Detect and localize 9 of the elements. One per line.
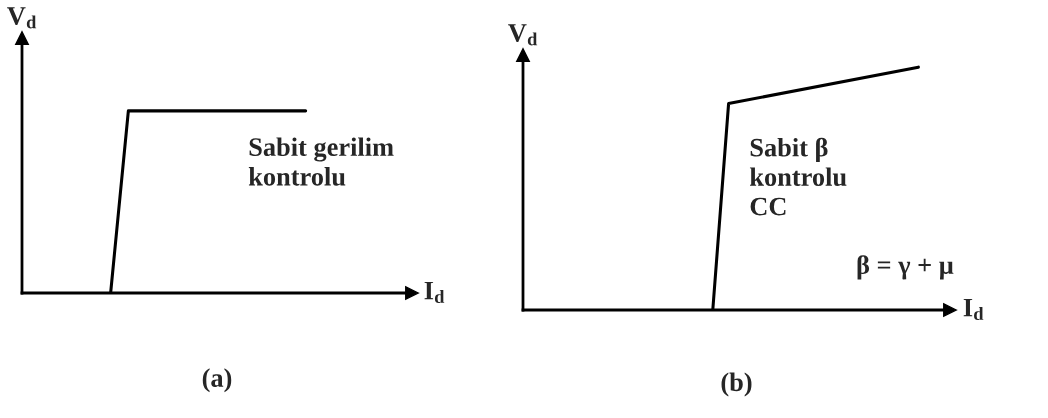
annotation: Sabit gerilim kontrolu	[248, 137, 394, 186]
text: (b)	[721, 372, 752, 397]
x-axis-title: I$_{d}$	[963, 298, 984, 321]
annotation: Sabit β kontrolu CC	[749, 137, 847, 216]
text: (a)	[202, 368, 232, 393]
annotation: β = γ + μ	[857, 255, 954, 280]
y-axis-title: V$_{d}$	[7, 7, 37, 29]
x-axis-title: I$_{d}$	[424, 281, 445, 304]
y-axis-title: V$_{d}$	[508, 24, 538, 46]
